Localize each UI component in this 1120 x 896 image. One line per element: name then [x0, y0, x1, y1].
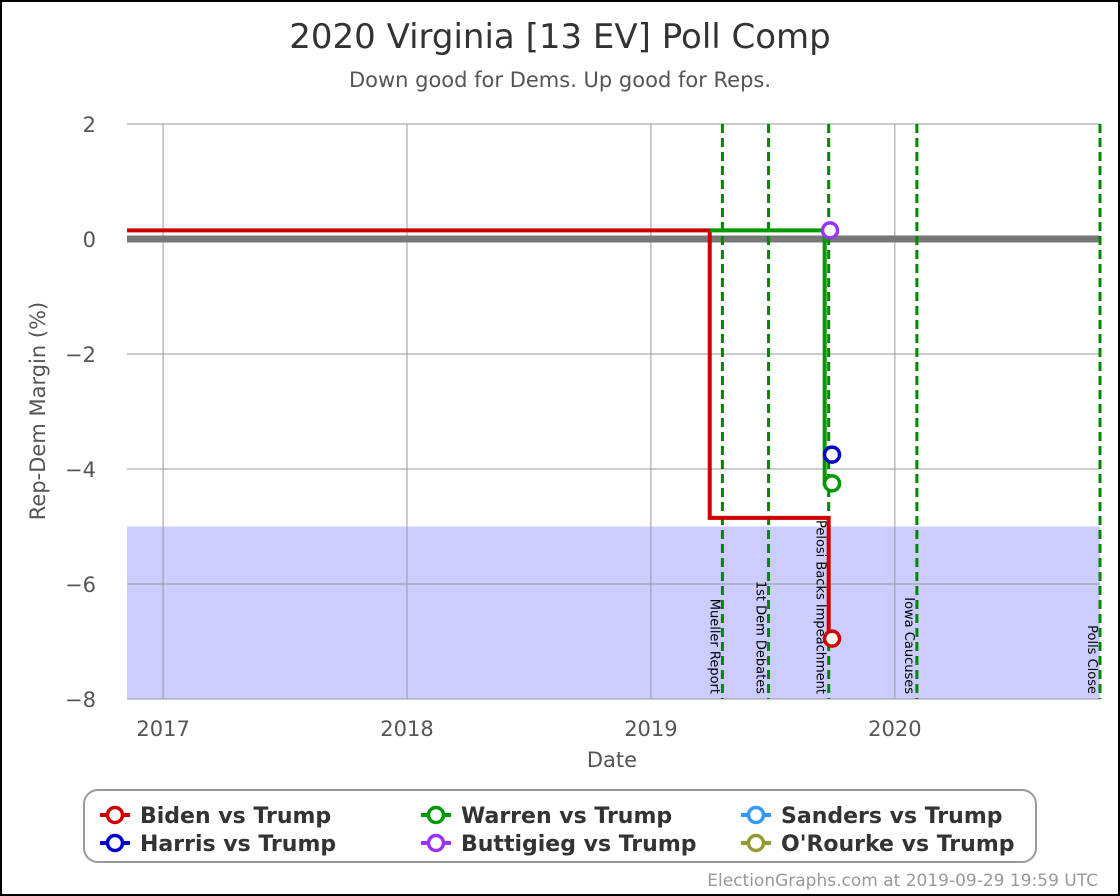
legend-label: O'Rourke vs Trump	[781, 832, 1015, 857]
x-tick-label: 2017	[136, 717, 189, 741]
event-line-label: Polls Close	[1084, 625, 1099, 694]
legend-swatch-marker	[105, 833, 125, 853]
plot-area: 2 0 −2 −4 −6 −8 2017 2018 2019 2020 Mueller Report…	[65, 113, 1102, 741]
legend-swatch-marker	[746, 805, 766, 825]
legend-swatch-marker	[426, 805, 446, 825]
event-line-label: 1st Dem Debates	[753, 581, 768, 694]
x-tick-label: 2020	[868, 717, 921, 741]
x-tick-label: 2019	[624, 717, 677, 741]
chart-subtitle: Down good for Dems. Up good for Reps.	[349, 68, 771, 92]
series-line	[709, 228, 833, 486]
footer-credit: ElectionGraphs.com at 2019-09-29 19:59 U…	[707, 871, 1098, 891]
y-tick-label: 0	[83, 228, 96, 252]
legend-label: Warren vs Trump	[461, 804, 672, 829]
legend: Biden vs Trump Warren vs Trump Sanders vs …	[83, 789, 1037, 863]
y-tick-label: 2	[83, 113, 96, 137]
series-point	[822, 445, 842, 464]
legend-swatch-marker	[105, 805, 125, 825]
legend-label: Harris vs Trump	[140, 832, 336, 857]
x-tick-label: 2018	[380, 717, 433, 741]
x-axis-title: Date	[587, 748, 637, 772]
event-line-label: Mueller Report	[706, 599, 721, 694]
legend-swatch-marker	[746, 833, 766, 853]
y-tick-label: −6	[65, 573, 96, 597]
y-axis-title: Rep-Dem Margin (%)	[26, 302, 50, 520]
series-point	[820, 221, 840, 240]
dem-shaded-band	[127, 526, 1100, 699]
event-line-label: Iowa Caucuses	[901, 597, 916, 694]
event-line-label: Pelosi Backs Impeachment	[813, 520, 828, 694]
chart-title: 2020 Virginia [13 EV] Poll Comp	[289, 17, 831, 57]
legend-label: Sanders vs Trump	[781, 804, 1003, 829]
y-tick-label: −8	[65, 688, 96, 712]
legend-label: Buttigieg vs Trump	[461, 832, 697, 857]
y-tick-label: −4	[65, 458, 96, 482]
legend-box	[83, 789, 1037, 863]
y-tick-label: −2	[65, 343, 96, 367]
series-point	[822, 474, 842, 493]
legend-swatch-marker	[426, 833, 446, 853]
legend-label: Biden vs Trump	[140, 804, 331, 829]
series-point	[822, 629, 842, 648]
